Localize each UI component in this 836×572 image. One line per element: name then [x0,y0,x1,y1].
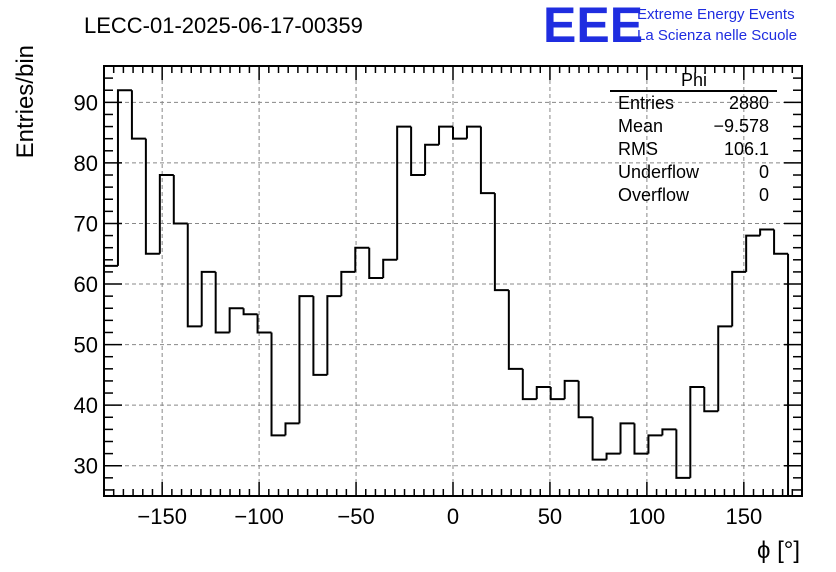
histogram-bin [312,296,328,376]
histogram-bin [479,126,495,195]
histogram-bin [242,308,258,316]
histogram-bin [521,368,537,401]
plot-frame [103,65,803,497]
histogram-bin [661,428,677,436]
stats-box: Phi Entries 2880 Mean −9.578 RMS 106.1 U… [610,70,777,205]
stats-label-entries: Entries [618,93,674,113]
histogram-bin [563,379,579,400]
histogram-bin [326,295,342,375]
y-tick-label: 30 [74,454,98,479]
histogram-bin [410,126,426,177]
histogram-bin [717,325,733,412]
stats-label-underflow: Underflow [618,162,700,182]
histogram-bin [158,174,174,254]
grid-lines [104,66,802,496]
y-tick-labels: 30 40 50 60 70 80 90 [74,90,98,478]
y-tick-label: 80 [74,151,98,176]
x-tick-label: −150 [137,504,187,529]
histogram-bin [270,332,286,437]
eee-logo: EEE Extreme Energy Events La Scienza nel… [543,0,797,53]
histogram-bin [549,386,565,401]
histogram-bin [759,228,775,236]
histogram-bin [424,143,440,176]
histogram-bin [773,229,789,255]
histogram-bin [284,422,300,436]
eee-logo-line2: La Scienza nelle Scuole [637,27,797,44]
histogram-bin [465,125,481,139]
histogram-bin [591,417,607,461]
histogram-bin [438,125,453,145]
histogram-bin [689,385,705,478]
y-axis-title: Entries/bin [12,45,39,158]
histogram-bin [675,429,691,479]
eee-logo-line1: Extreme Energy Events [637,6,795,23]
stats-value-rms: 106.1 [724,139,769,159]
stats-label-rms: RMS [618,139,658,159]
histogram-bin [619,422,635,454]
histogram-bin [116,89,132,266]
stats-value-entries: 2880 [729,93,769,113]
histogram-bin [605,452,621,460]
histogram-bin [298,295,314,424]
x-tick-label: 150 [725,504,762,529]
x-tick-label: 0 [447,504,459,529]
stats-label-mean: Mean [618,116,663,136]
stats-value-mean: −9.578 [713,116,769,136]
stats-value-overflow: 0 [759,185,769,205]
histogram-bin [214,271,230,334]
histogram-bin [396,125,412,260]
histogram-bin [535,385,551,400]
histogram-bin [354,246,370,272]
stats-title: Phi [681,70,707,90]
x-tick-label: −100 [234,504,284,529]
histogram-bin [340,270,356,297]
x-axis-title: ϕ [°] [757,537,800,564]
x-tick-label: −50 [337,504,374,529]
x-tick-label: 50 [538,504,562,529]
y-tick-label: 50 [74,333,98,358]
histogram-bin [172,175,188,225]
y-tick-label: 40 [74,393,98,418]
histogram-bin [633,423,649,455]
histogram-bin [368,247,384,279]
y-tick-label: 70 [74,211,98,236]
histogram-bin [186,223,202,328]
histogram-bin [452,126,467,140]
histogram-bin [577,380,593,419]
stats-label-overflow: Overflow [618,185,690,205]
histogram-bin [745,234,761,272]
histogram-bin [200,270,216,327]
x-tick-labels: −150 −100 −50 0 50 100 150 [137,504,762,529]
histogram-bin [703,386,719,413]
histogram-bin [256,314,272,334]
histogram-bin [144,138,160,255]
eee-logo-mark: EEE [543,0,643,53]
histogram-bars [104,89,802,497]
chart-title: LECC-01-2025-06-17-00359 [84,13,363,38]
x-tick-label: 100 [629,504,666,529]
histogram-bin [130,90,146,140]
histogram-bin [507,290,523,370]
histogram-bin [228,307,244,333]
y-tick-label: 90 [74,90,98,115]
stats-value-underflow: 0 [759,162,769,182]
histogram-bin [382,258,398,278]
y-tick-label: 60 [74,272,98,297]
histogram-bin [647,434,663,454]
axis-ticks [104,66,802,496]
histogram-bin [731,270,747,327]
histogram-bin [493,193,509,292]
